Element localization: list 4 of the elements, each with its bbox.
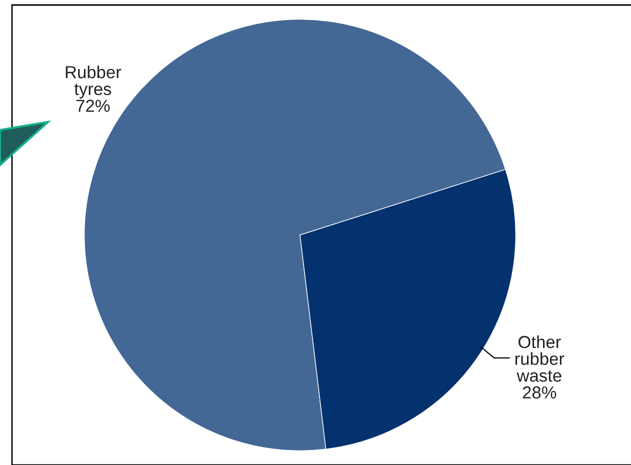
data-label: 72% [76,100,110,112]
slice-label: Rubber tyres [66,66,122,99]
data-label: 28% [522,386,556,399]
slice-label: Other rubber waste [515,335,564,382]
